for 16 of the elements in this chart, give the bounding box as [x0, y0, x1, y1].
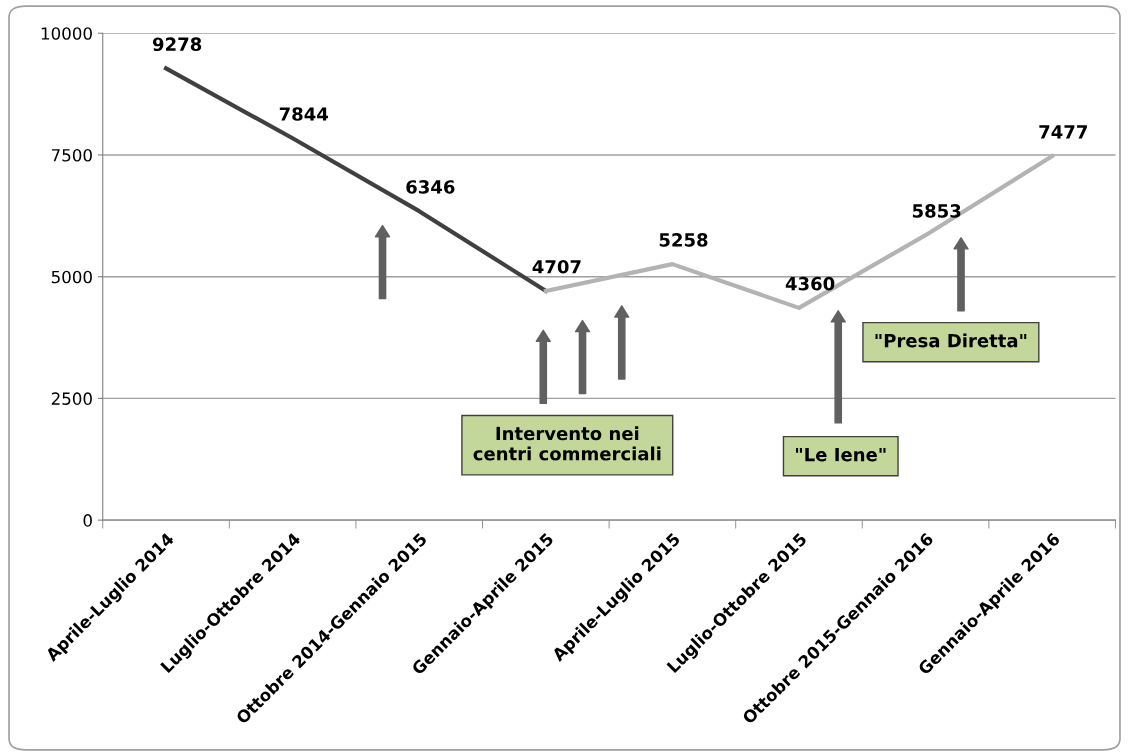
y-tick-label: 7500 [51, 148, 92, 162]
y-tick-label: 0 [83, 514, 92, 527]
data-label: 4707 [532, 259, 581, 274]
data-label: 9278 [152, 37, 202, 52]
data-label: 7844 [279, 107, 329, 121]
data-label: 7477 [1039, 125, 1087, 139]
annotation: Intervento nei centri commerciali [473, 426, 661, 461]
y-tick-label: 10000 [41, 27, 92, 40]
data-label: 5853 [912, 204, 961, 218]
y-tick-label: 2500 [51, 392, 92, 405]
annotation: "Le Iene" [796, 447, 886, 462]
y-tick-label: 5000 [51, 270, 92, 284]
data-label: 5258 [659, 233, 708, 247]
annotation: "Presa Diretta" [875, 333, 1027, 348]
data-label: 6346 [406, 180, 455, 194]
data-label: 4360 [785, 276, 835, 291]
